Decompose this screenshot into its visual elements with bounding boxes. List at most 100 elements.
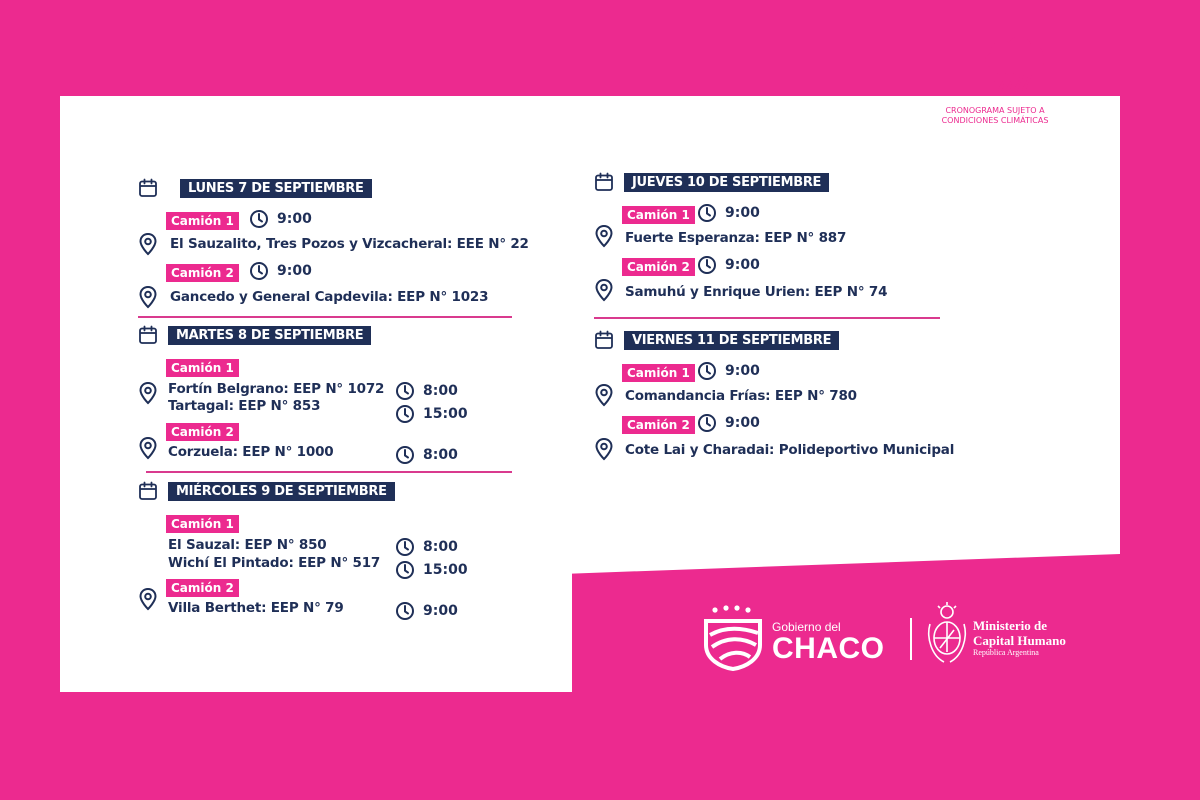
truck-badge: Camión 2	[166, 423, 239, 441]
time-text: 9:00	[277, 211, 312, 227]
truck-badge: Camión 1	[166, 212, 239, 230]
location-text: El Sauzal: EEP N° 850	[168, 537, 327, 553]
time-slot: 8:00	[395, 537, 458, 557]
truck-badge: Camión 2	[622, 258, 695, 276]
location-pin-icon	[594, 278, 614, 302]
time-text: 9:00	[725, 205, 760, 221]
location-text: Fuerte Esperanza: EEP N° 887	[625, 230, 847, 246]
location-pin-icon	[138, 285, 158, 309]
clock-icon	[249, 261, 269, 281]
location-text: Samuhú y Enrique Urien: EEP N° 74	[625, 284, 888, 300]
day-header-miercoles: MIÉRCOLES 9 DE SEPTIEMBRE	[138, 481, 395, 501]
clock-icon	[395, 560, 415, 580]
time-slot: 9:00	[697, 361, 760, 381]
location-text: Tartagal: EEP N° 853	[168, 398, 321, 414]
truck-badge: Camión 1	[166, 359, 239, 377]
footer-banner	[572, 554, 1120, 692]
clock-icon	[697, 203, 717, 223]
calendar-icon	[138, 178, 158, 198]
weather-notice: CRONOGRAMA SUJETO A CONDICIONES CLIMÁTIC…	[920, 26, 1070, 126]
time-text: 9:00	[725, 257, 760, 273]
ministerio-line1: Ministerio de	[973, 618, 1048, 633]
ministerio-name: Ministerio de Capital Humano	[973, 618, 1066, 648]
section-divider	[594, 317, 940, 319]
ministerio-line2: Capital Humano	[973, 633, 1066, 648]
time-slot: 8:00	[395, 445, 458, 465]
time-text: 9:00	[277, 263, 312, 279]
time-text: 9:00	[725, 415, 760, 431]
chaco-text: CHACO	[772, 632, 885, 665]
location-text: Corzuela: EEP N° 1000	[168, 444, 334, 460]
truck-badge: Camión 2	[622, 416, 695, 434]
time-text: 8:00	[423, 383, 458, 399]
time-slot: 15:00	[395, 404, 468, 424]
gobierno-text: Gobierno del	[772, 620, 841, 634]
time-text: 8:00	[423, 447, 458, 463]
clock-icon	[395, 381, 415, 401]
time-text: 15:00	[423, 406, 468, 422]
time-text: 15:00	[423, 562, 468, 578]
time-slot: 9:00	[395, 601, 458, 621]
day-header-viernes: VIERNES 11 DE SEPTIEMBRE	[594, 330, 840, 350]
location-pin-icon	[138, 587, 158, 611]
time-text: 9:00	[423, 603, 458, 619]
time-slot: 9:00	[249, 209, 312, 229]
day-title: VIERNES 11 DE SEPTIEMBRE	[624, 330, 840, 350]
logo-divider	[910, 618, 912, 660]
time-slot: 9:00	[697, 203, 760, 223]
location-text: Fortín Belgrano: EEP N° 1072	[168, 381, 385, 397]
republica-text: República Argentina	[973, 648, 1039, 657]
time-slot: 9:00	[249, 261, 312, 281]
time-text: 8:00	[423, 539, 458, 555]
location-text: Wichí El Pintado: EEP N° 517	[168, 555, 381, 571]
location-text: Villa Berthet: EEP N° 79	[168, 600, 344, 616]
weather-note-text: CRONOGRAMA SUJETO A CONDICIONES CLIMÁTIC…	[920, 106, 1070, 126]
location-pin-icon	[594, 437, 614, 461]
clock-icon	[395, 445, 415, 465]
day-title: JUEVES 10 DE SEPTIEMBRE	[624, 172, 830, 192]
location-text: Gancedo y General Capdevila: EEP N° 1023	[170, 289, 489, 305]
time-text: 9:00	[725, 363, 760, 379]
rain-cloud-icon	[985, 36, 1044, 92]
chaco-logo-icon	[704, 605, 762, 671]
location-pin-icon	[594, 383, 614, 407]
weather-note-line1: CRONOGRAMA SUJETO A	[945, 106, 1045, 115]
time-slot: 9:00	[697, 255, 760, 275]
location-text: Comandancia Frías: EEP N° 780	[625, 388, 857, 404]
clock-icon	[697, 361, 717, 381]
truck-badge: Camión 1	[166, 515, 239, 533]
time-slot: 8:00	[395, 381, 458, 401]
day-header-martes: MARTES 8 DE SEPTIEMBRE	[138, 325, 372, 345]
section-divider	[146, 471, 512, 473]
weather-note-line2: CONDICIONES CLIMÁTICAS	[941, 116, 1049, 125]
calendar-icon	[594, 172, 614, 192]
clock-icon	[697, 413, 717, 433]
calendar-icon	[138, 325, 158, 345]
location-text: Cote Lai y Charadai: Polideportivo Munic…	[625, 442, 955, 458]
clock-icon	[395, 601, 415, 621]
truck-badge: Camión 2	[166, 579, 239, 597]
day-title: LUNES 7 DE SEPTIEMBRE	[180, 178, 372, 198]
time-slot: 15:00	[395, 560, 468, 580]
location-pin-icon	[138, 436, 158, 460]
day-header-jueves: JUEVES 10 DE SEPTIEMBRE	[594, 172, 830, 192]
truck-badge: Camión 1	[622, 206, 695, 224]
location-text: El Sauzalito, Tres Pozos y Vizcacheral: …	[170, 236, 529, 252]
clock-icon	[395, 404, 415, 424]
clock-icon	[395, 537, 415, 557]
truck-badge: Camión 1	[622, 364, 695, 382]
section-divider	[138, 316, 512, 318]
national-emblem-icon	[928, 602, 966, 663]
location-pin-icon	[594, 224, 614, 248]
location-pin-icon	[138, 381, 158, 405]
clock-icon	[249, 209, 269, 229]
clock-icon	[697, 255, 717, 275]
day-title: MIÉRCOLES 9 DE SEPTIEMBRE	[168, 481, 395, 501]
location-pin-icon	[138, 232, 158, 256]
time-slot: 9:00	[697, 413, 760, 433]
truck-badge: Camión 2	[166, 264, 239, 282]
calendar-icon	[594, 330, 614, 350]
calendar-icon	[138, 481, 158, 501]
day-header-lunes: LUNES 7 DE SEPTIEMBRE	[138, 178, 372, 198]
day-title: MARTES 8 DE SEPTIEMBRE	[168, 325, 372, 345]
